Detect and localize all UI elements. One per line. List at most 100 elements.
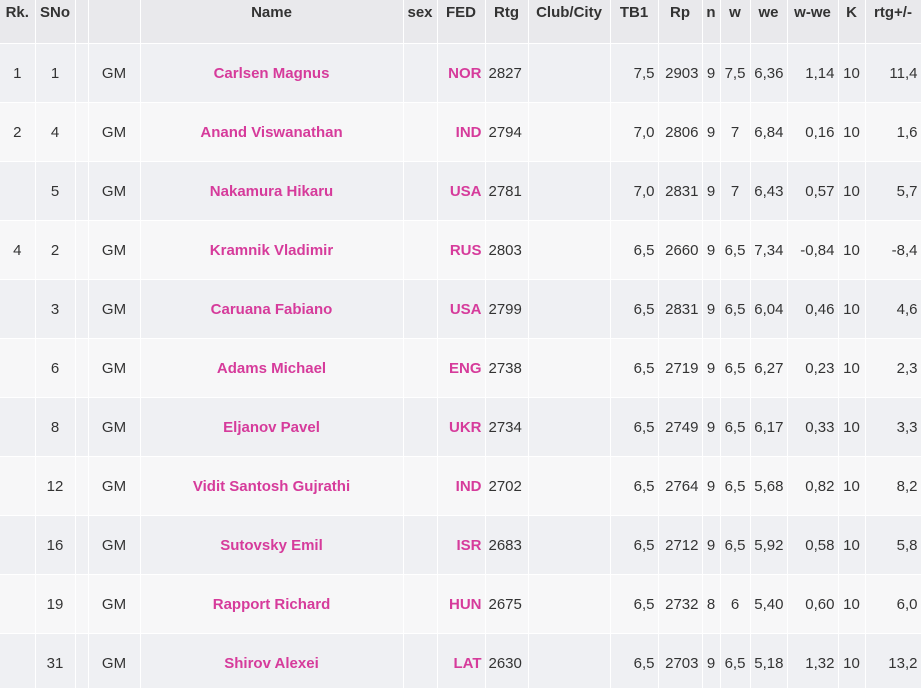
tiebreak: 6,5 — [610, 574, 659, 634]
title: GM — [88, 515, 141, 575]
column-header[interactable]: w — [720, 0, 751, 44]
club — [528, 161, 611, 221]
player-name[interactable]: Anand Viswanathan — [140, 102, 404, 162]
club — [528, 279, 611, 339]
player-row: 19 GM Rapport Richard HUN 2675 6,5 2732 8 6 5,40 0… — [0, 574, 921, 634]
column-header[interactable] — [88, 0, 141, 44]
diff: 0,82 — [787, 456, 839, 516]
title: GM — [88, 279, 141, 339]
player-row: 31 GM Shirov Alexei LAT 2630 6,5 2703 9 6,5 5,18 1… — [0, 633, 921, 688]
player-name[interactable]: Kramnik Vladimir — [140, 220, 404, 280]
header-row: Rk. SNo Name sex FED Rtg Club/City TB1 Rp n w we w-w… — [0, 0, 921, 44]
k-factor: 10 — [838, 515, 866, 575]
player-name[interactable]: Shirov Alexei — [140, 633, 404, 688]
column-header[interactable]: we — [750, 0, 788, 44]
diff: 0,23 — [787, 338, 839, 398]
club — [528, 574, 611, 634]
start-number: 19 — [35, 574, 76, 634]
start-number: 8 — [35, 397, 76, 457]
title: GM — [88, 574, 141, 634]
performance: 2764 — [658, 456, 703, 516]
expected: 6,04 — [750, 279, 788, 339]
player-row: 16 GM Sutovsky Emil ISR 2683 6,5 2712 9 6,5 5,92 0… — [0, 515, 921, 575]
tiebreak: 7,0 — [610, 102, 659, 162]
column-header[interactable]: w-we — [787, 0, 839, 44]
player-name[interactable]: Caruana Fabiano — [140, 279, 404, 339]
title: GM — [88, 161, 141, 221]
column-header[interactable]: rtg+/- — [865, 0, 921, 44]
club — [528, 397, 611, 457]
title: GM — [88, 43, 141, 103]
rating-change: 5,7 — [865, 161, 921, 221]
column-header[interactable]: TB1 — [610, 0, 659, 44]
club — [528, 220, 611, 280]
federation: HUN — [437, 574, 486, 634]
column-header[interactable]: Rtg — [485, 0, 529, 44]
rating: 2799 — [485, 279, 529, 339]
points: 7 — [720, 102, 751, 162]
federation: IND — [437, 456, 486, 516]
rating: 2683 — [485, 515, 529, 575]
federation: USA — [437, 279, 486, 339]
rating: 2794 — [485, 102, 529, 162]
column-header[interactable]: SNo — [35, 0, 76, 44]
player-row: 1 1 GM Carlsen Magnus NOR 2827 7,5 2903 9 7,5 6,36… — [0, 43, 921, 103]
diff: 0,33 — [787, 397, 839, 457]
games: 9 — [702, 161, 721, 221]
rank — [0, 633, 36, 688]
diff: 0,57 — [787, 161, 839, 221]
column-header[interactable]: FED — [437, 0, 486, 44]
federation: LAT — [437, 633, 486, 688]
rating-change: 6,0 — [865, 574, 921, 634]
player-name[interactable]: Rapport Richard — [140, 574, 404, 634]
rank — [0, 161, 36, 221]
points: 6,5 — [720, 515, 751, 575]
rating-change: 2,3 — [865, 338, 921, 398]
column-header[interactable]: sex — [403, 0, 438, 44]
player-name[interactable]: Sutovsky Emil — [140, 515, 404, 575]
points: 6,5 — [720, 338, 751, 398]
column-header[interactable]: Name — [140, 0, 404, 44]
start-number: 31 — [35, 633, 76, 688]
player-name[interactable]: Adams Michael — [140, 338, 404, 398]
points: 6,5 — [720, 397, 751, 457]
club — [528, 338, 611, 398]
rank: 4 — [0, 220, 36, 280]
flag — [75, 279, 89, 339]
column-header[interactable]: Rk. — [0, 0, 36, 44]
start-number: 4 — [35, 102, 76, 162]
player-name[interactable]: Eljanov Pavel — [140, 397, 404, 457]
club — [528, 43, 611, 103]
games: 9 — [702, 397, 721, 457]
column-header[interactable]: K — [838, 0, 866, 44]
performance: 2719 — [658, 338, 703, 398]
points: 6,5 — [720, 456, 751, 516]
sex — [403, 397, 438, 457]
federation: USA — [437, 161, 486, 221]
flag — [75, 338, 89, 398]
sex — [403, 102, 438, 162]
expected: 7,34 — [750, 220, 788, 280]
player-name[interactable]: Nakamura Hikaru — [140, 161, 404, 221]
player-name[interactable]: Carlsen Magnus — [140, 43, 404, 103]
column-header[interactable]: Club/City — [528, 0, 611, 44]
diff: 0,60 — [787, 574, 839, 634]
flag — [75, 574, 89, 634]
column-header[interactable]: n — [702, 0, 721, 44]
player-name[interactable]: Vidit Santosh Gujrathi — [140, 456, 404, 516]
start-number: 12 — [35, 456, 76, 516]
column-header[interactable]: Rp — [658, 0, 703, 44]
rank — [0, 338, 36, 398]
k-factor: 10 — [838, 397, 866, 457]
rating-change: 4,6 — [865, 279, 921, 339]
club — [528, 515, 611, 575]
title: GM — [88, 397, 141, 457]
player-row: 4 2 GM Kramnik Vladimir RUS 2803 6,5 2660 9 6,5 7,… — [0, 220, 921, 280]
title: GM — [88, 220, 141, 280]
flag — [75, 633, 89, 688]
column-header[interactable] — [75, 0, 89, 44]
k-factor: 10 — [838, 574, 866, 634]
start-number: 5 — [35, 161, 76, 221]
rating: 2738 — [485, 338, 529, 398]
